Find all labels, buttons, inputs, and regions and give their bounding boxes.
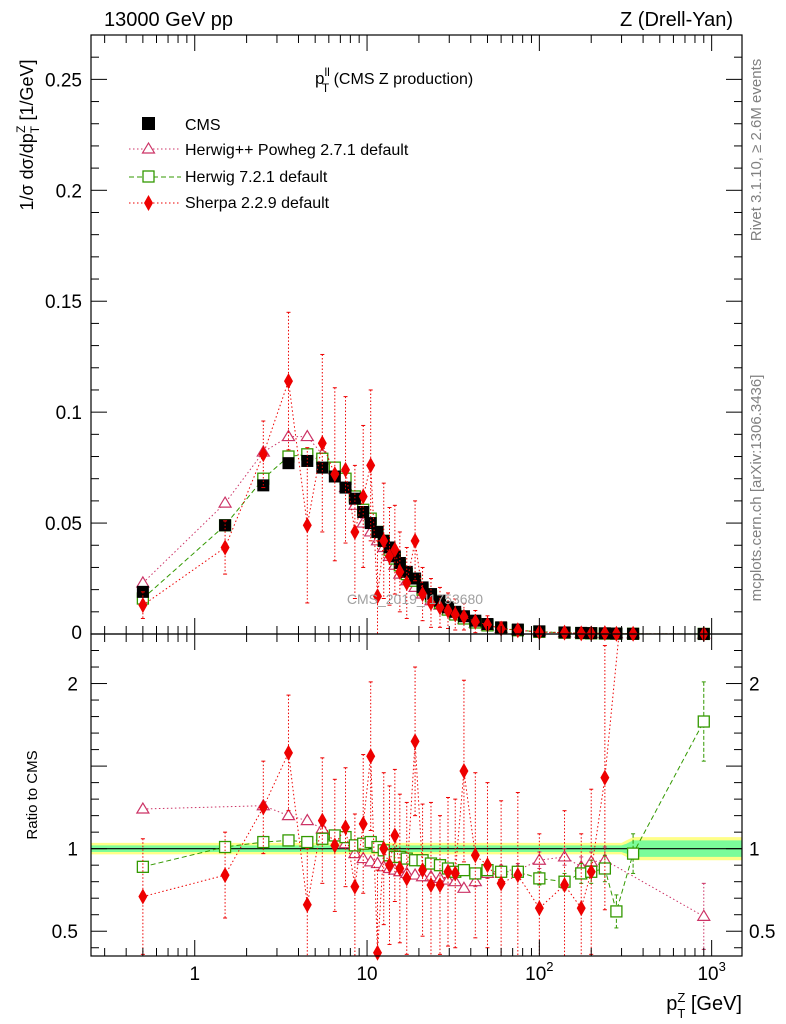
main-sherpa-point bbox=[411, 533, 420, 549]
main-ylabel: 1/σ dσ/dpTZ [1/GeV] bbox=[14, 60, 42, 211]
ratio-herwig7-point bbox=[698, 716, 709, 727]
ratio-xtick-label: 103 bbox=[697, 959, 725, 985]
ratio-ytick-label-left: 1 bbox=[67, 840, 78, 861]
ratio-xtick-exponent: 2 bbox=[546, 959, 553, 974]
main-herwig_pp-point bbox=[219, 497, 231, 507]
ratio-herwig7-point bbox=[611, 906, 622, 917]
legend-herwigpp-marker bbox=[143, 143, 155, 153]
ratio-sherpa-point bbox=[138, 889, 147, 905]
panel-title-rest: (CMS Z production) bbox=[329, 71, 473, 88]
ratio-herwig7-point bbox=[534, 873, 545, 884]
ratio-herwig7-point bbox=[628, 848, 639, 859]
ratio-herwig7-point bbox=[302, 837, 313, 848]
plot-canvas: 13000 GeV pp Z (Drell-Yan) Rivet 3.1.10,… bbox=[0, 0, 786, 1024]
ratio-frame bbox=[91, 634, 742, 956]
main-sherpa-point bbox=[221, 539, 230, 555]
main-ytick-label: 0.1 bbox=[56, 403, 82, 424]
ratio-xtick-label: 10 bbox=[356, 964, 377, 985]
ratio-sherpa-point bbox=[390, 827, 399, 843]
legend-sherpa-label: Sherpa 2.2.9 default bbox=[185, 195, 330, 212]
ratio-ytick-label-left: 0.5 bbox=[52, 922, 78, 943]
ratio-ytick-label-right: 1 bbox=[749, 840, 760, 861]
analysis-watermark: CMS_2019_I1753680 bbox=[347, 591, 483, 607]
main-ytick-label: 0.05 bbox=[45, 514, 82, 535]
ratio-herwig7-point bbox=[458, 865, 469, 876]
ratio-sherpa-point bbox=[284, 745, 293, 761]
main-sherpa-point bbox=[303, 517, 312, 533]
main-ytick-label: 0.25 bbox=[45, 70, 82, 91]
legend-herwig7-marker bbox=[143, 171, 154, 182]
mcplots-label: mcplots.cern.ch [arXiv:1306.3436] bbox=[748, 375, 765, 602]
legend-sherpa-marker bbox=[144, 195, 153, 211]
ratio-herwig_pp-point bbox=[137, 803, 149, 813]
main-herwig_pp-point bbox=[137, 577, 149, 587]
ratio-ylabel: Ratio to CMS bbox=[24, 750, 41, 839]
main-herwig_pp-point bbox=[301, 431, 313, 441]
ratio-sherpa-point bbox=[373, 945, 382, 961]
ratio-sherpa-point bbox=[359, 816, 368, 832]
ratio-panel: 0.5 0.5 1 1 2 2 1 10 102 103 Ratio to CMS pTZ [Ge… bbox=[24, 634, 775, 1021]
header-right: Z (Drell-Yan) bbox=[620, 9, 733, 31]
main-sherpa-point bbox=[318, 435, 327, 451]
ratio-ytick-label-right: 0.5 bbox=[749, 922, 775, 943]
main-ytick-label-zero: 0 bbox=[71, 623, 82, 644]
ratio-sherpa-exit-line bbox=[605, 634, 619, 778]
ratio-sherpa-point bbox=[366, 748, 375, 764]
main-sherpa-point bbox=[284, 373, 293, 389]
legend-cms-label: CMS bbox=[185, 117, 221, 134]
ratio-sherpa-point bbox=[221, 867, 230, 883]
main-ytick-label: 0.2 bbox=[56, 181, 82, 202]
rivet-label: Rivet 3.1.10, ≥ 2.6M events bbox=[748, 59, 765, 242]
main-ytick-label: 0.15 bbox=[45, 292, 82, 313]
ratio-xtick-label: 102 bbox=[525, 959, 553, 985]
legend-herwig7-label: Herwig 7.2.1 default bbox=[185, 169, 328, 186]
ratio-herwig_pp-point bbox=[698, 910, 710, 920]
ratio-herwig7-line bbox=[143, 722, 704, 912]
header-left: 13000 GeV pp bbox=[104, 9, 233, 31]
ratio-sherpa-point bbox=[459, 763, 468, 779]
ratio-sherpa-point bbox=[303, 897, 312, 913]
ratio-ytick-label-right: 2 bbox=[749, 675, 760, 696]
ratio-xtick-exponent: 3 bbox=[719, 959, 726, 974]
ratio-data-layer bbox=[137, 634, 710, 961]
ratio-xlabel: pTZ [GeV] bbox=[666, 990, 742, 1021]
main-sherpa-point bbox=[366, 457, 375, 473]
ratio-sherpa-point bbox=[577, 900, 586, 916]
ratio-herwig7-point bbox=[283, 835, 294, 846]
legend-herwigpp-label: Herwig++ Powheg 2.7.1 default bbox=[185, 142, 409, 159]
ratio-axes: 0.5 0.5 1 1 2 2 1 10 102 103 bbox=[52, 634, 776, 985]
ratio-sherpa-point bbox=[411, 733, 420, 749]
ratio-sherpa-point bbox=[318, 813, 327, 829]
ratio-herwig7-point bbox=[470, 868, 481, 879]
ratio-ytick-label-left: 2 bbox=[67, 675, 78, 696]
main-panel: CMS_2019_I1753680 0.05 0.1 0.15 0.2 0.25 0 pl… bbox=[14, 35, 742, 644]
panel-title: pll T (CMS Z production) bbox=[315, 65, 473, 95]
ratio-herwig_pp-point bbox=[301, 815, 313, 825]
legend-cms-marker bbox=[142, 117, 155, 130]
main-cms-point bbox=[357, 506, 369, 518]
ratio-xtick-label: 1 bbox=[189, 964, 200, 985]
main-sherpa-point bbox=[259, 446, 268, 462]
ratio-sherpa-point bbox=[350, 879, 359, 895]
main-cms-point bbox=[282, 457, 294, 469]
legend: CMS Herwig++ Powheg 2.7.1 default Herwig… bbox=[129, 117, 409, 212]
ratio-herwig7-point bbox=[599, 863, 610, 874]
